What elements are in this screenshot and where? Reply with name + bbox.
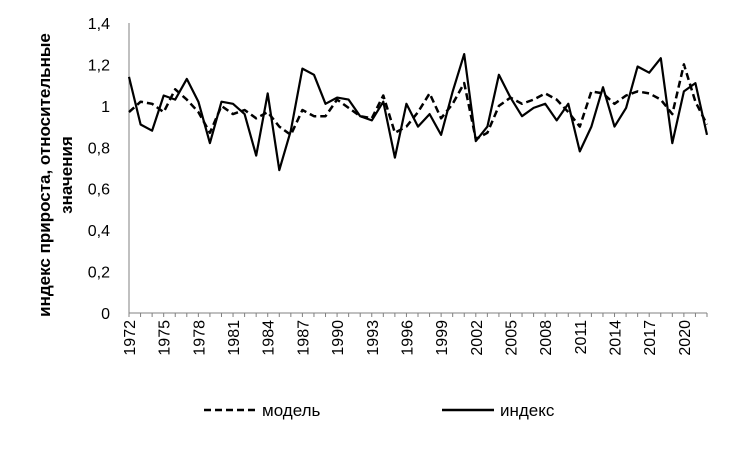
y-axis-tick-labels: 0 0,2 0,4 0,6 0,8 1 1,2 1,4 — [88, 16, 110, 323]
y-axis-title-line-1: индекс прироста, относительные — [35, 33, 54, 317]
x-tick-label: 2020 — [677, 320, 694, 356]
x-tick-label: 2008 — [538, 320, 555, 356]
x-tick-label: 2014 — [608, 320, 625, 356]
y-tick-label: 0 — [101, 306, 110, 323]
legend-item-model: модель — [204, 401, 320, 420]
x-tick-label: 1975 — [157, 320, 174, 356]
x-tick-label: 2011 — [573, 320, 590, 355]
x-tick-label: 1981 — [226, 320, 243, 356]
y-tick-label: 0,4 — [88, 223, 110, 240]
x-tick-label: 2017 — [642, 320, 659, 356]
x-tick-label: 1987 — [295, 320, 312, 356]
y-axis-title-line-2: значения — [57, 136, 76, 214]
legend-label-index: индекс — [500, 401, 555, 420]
series-group — [127, 52, 709, 172]
y-tick-label: 0,8 — [88, 140, 110, 157]
x-tick-label: 1993 — [365, 320, 382, 356]
y-tick-label: 0,6 — [88, 182, 110, 199]
x-tick-label: 2005 — [503, 320, 520, 356]
y-tick-label: 0,2 — [88, 265, 110, 282]
x-tick-label: 2002 — [469, 320, 486, 356]
series-line-model — [128, 63, 709, 141]
x-tick-label: 1972 — [122, 320, 139, 356]
y-tick-label: 1 — [101, 99, 110, 116]
x-axis: 1972 1975 1978 1981 1984 1987 1990 1993 1996 1999… — [122, 312, 708, 356]
x-tick-label: 1996 — [399, 320, 416, 356]
x-tick-label: 1984 — [261, 320, 278, 356]
x-tick-label: 1999 — [434, 320, 451, 356]
y-axis-title: индекс прироста, относительные значения — [35, 33, 76, 317]
x-tick-label: 1990 — [330, 320, 347, 356]
legend-item-index: индекс — [442, 401, 555, 420]
series-line-index — [127, 52, 709, 172]
legend-label-model: модель — [262, 401, 320, 420]
y-tick-label: 1,2 — [88, 57, 110, 74]
x-tick-label: 1978 — [191, 320, 208, 356]
y-tick-label: 1,4 — [88, 16, 110, 33]
legend: модель индекс — [204, 401, 555, 420]
